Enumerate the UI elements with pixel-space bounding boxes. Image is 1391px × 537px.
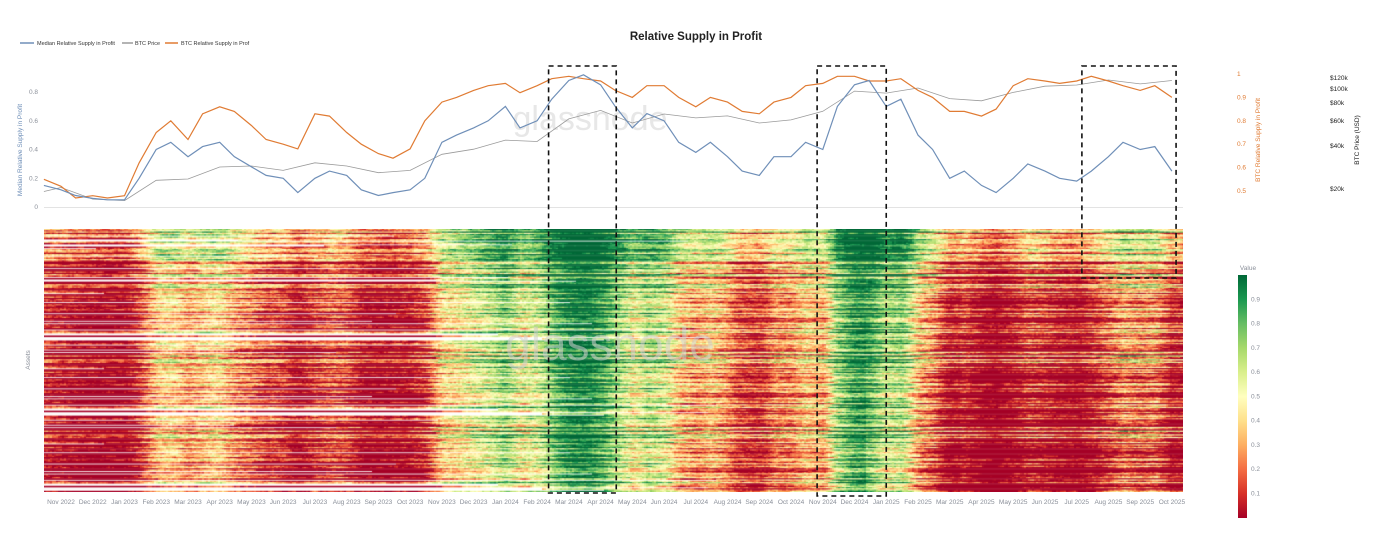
x-tick: Oct 2025: [1159, 499, 1186, 506]
x-tick: Jul 2025: [1064, 499, 1089, 506]
colorbar-tick: 0.5: [1251, 393, 1260, 400]
legend-rsip[interactable]: BTC Relative Supply in Prof: [181, 41, 250, 47]
y-tick-price: $100k: [1330, 86, 1348, 93]
x-tick: Mar 2024: [555, 499, 583, 506]
y-tick-right1: 0.7: [1237, 141, 1246, 148]
y-tick-right1: 0.6: [1237, 165, 1246, 172]
highlight-box: [547, 65, 618, 494]
y-axis-price-label: BTC Price (USD): [1354, 115, 1361, 164]
x-tick: May 2025: [999, 499, 1028, 506]
x-tick: Nov 2023: [428, 499, 456, 506]
x-tick: Apr 2023: [207, 499, 234, 506]
legend-price[interactable]: BTC Price: [135, 41, 160, 47]
colorbar-tick: 0.6: [1251, 369, 1260, 376]
x-tick: Jul 2024: [684, 499, 709, 506]
x-tick: May 2024: [618, 499, 647, 506]
y-tick-left: 0.6: [29, 118, 38, 125]
x-tick: Sep 2025: [1126, 499, 1154, 506]
y-axis-left-label: Median Relative Supply in Profit: [17, 104, 24, 196]
x-tick: Mar 2025: [936, 499, 964, 506]
x-tick: Apr 2024: [587, 499, 614, 506]
btc-rsip-line: [43, 75, 1173, 199]
heatmap-y-label: Assets: [25, 350, 32, 370]
y-tick-right1: 0.8: [1237, 118, 1246, 125]
x-tick: Feb 2023: [142, 499, 170, 506]
median-rsip-line: [43, 74, 1173, 201]
x-tick: Jan 2023: [111, 499, 138, 506]
x-tick: Nov 2024: [809, 499, 837, 506]
chart-title: Relative Supply in Profit: [630, 31, 762, 43]
x-tick: Sep 2023: [364, 499, 392, 506]
x-tick: May 2023: [237, 499, 266, 506]
watermark-top: glassnode: [512, 100, 667, 138]
colorbar-tick: 0.8: [1251, 321, 1260, 328]
colorbar-title: Value: [1240, 265, 1257, 272]
y-tick-price: $80k: [1330, 100, 1345, 107]
colorbar-tick: 0.7: [1251, 345, 1260, 352]
x-tick: Dec 2024: [841, 499, 869, 506]
colorbar-tick: 0.2: [1251, 466, 1260, 473]
x-tick: Jun 2024: [651, 499, 678, 506]
highlight-box: [816, 65, 888, 497]
x-tick: Dec 2022: [79, 499, 107, 506]
x-tick: Jun 2023: [270, 499, 297, 506]
x-tick: Sep 2024: [745, 499, 773, 506]
colorbar: [1238, 275, 1247, 518]
y-axis-right1-label: BTC Relative Supply in Profit: [1255, 98, 1262, 182]
legend: Median Relative Supply in Profit BTC Pri…: [20, 41, 250, 47]
x-tick: Oct 2023: [397, 499, 424, 506]
x-tick: Aug 2023: [333, 499, 361, 506]
legend-median[interactable]: Median Relative Supply in Profit: [37, 41, 115, 47]
x-tick: Feb 2024: [523, 499, 551, 506]
y-tick-right1: 0.9: [1237, 94, 1246, 101]
y-tick-price: $20k: [1330, 186, 1345, 193]
y-tick-left: 0.4: [29, 147, 38, 154]
watermark-heatmap: glassnode: [505, 318, 715, 370]
x-tick: Jun 2025: [1032, 499, 1059, 506]
assets-heatmap: [44, 229, 1183, 492]
y-tick-right1: 0.5: [1237, 188, 1246, 195]
y-tick-price: $40k: [1330, 143, 1345, 150]
y-tick-left: 0.2: [29, 175, 38, 182]
colorbar-tick: 0.9: [1251, 296, 1260, 303]
x-tick: Jan 2025: [873, 499, 900, 506]
y-tick-left: 0.8: [29, 89, 38, 96]
colorbar-tick: 0.4: [1251, 418, 1260, 425]
colorbar-tick: 0.3: [1251, 442, 1260, 449]
btc-price-line: [43, 79, 1172, 202]
colorbar-tick: 0.1: [1251, 490, 1260, 497]
highlight-box: [1081, 65, 1177, 279]
x-tick: Feb 2025: [904, 499, 932, 506]
x-tick: Oct 2024: [778, 499, 805, 506]
y-tick-price: $60k: [1330, 118, 1345, 125]
x-tick: Nov 2022: [47, 499, 75, 506]
x-tick: Jul 2023: [303, 499, 328, 506]
y-tick-price: $120k: [1330, 75, 1348, 82]
x-tick: Dec 2023: [460, 499, 488, 506]
x-tick: Aug 2024: [714, 499, 742, 506]
y-tick-right1: 1: [1237, 71, 1241, 78]
x-tick: Apr 2025: [968, 499, 995, 506]
y-tick-left: 0: [34, 204, 38, 211]
x-tick: Jan 2024: [492, 499, 519, 506]
x-tick: Aug 2025: [1094, 499, 1122, 506]
x-tick: Mar 2023: [174, 499, 202, 506]
